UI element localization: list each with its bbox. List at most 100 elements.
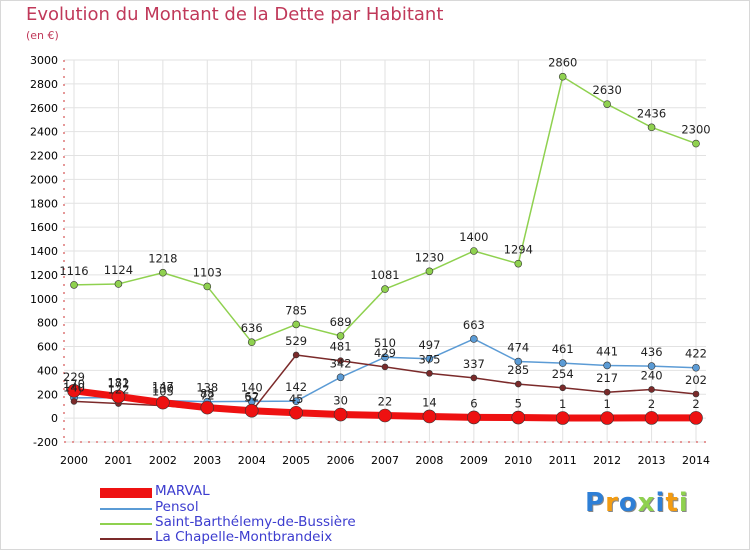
data-label: 1294: [504, 243, 533, 257]
data-label: 1: [603, 397, 610, 411]
data-point: [336, 332, 345, 340]
data-label: 375: [418, 352, 440, 366]
data-point: [514, 259, 523, 268]
data-label: 5: [515, 397, 522, 411]
x-tick-label: 2013: [638, 454, 666, 467]
y-tick-label: 0: [51, 412, 58, 425]
data-labels: 1116 112412181103636785689108112301400129…: [59, 56, 710, 411]
logo-letter: x: [637, 488, 656, 518]
data-label: 240: [641, 368, 663, 382]
data-point: [559, 384, 567, 392]
data-point: [558, 72, 567, 81]
data-label: 342: [330, 356, 352, 370]
x-tick-label: 2000: [60, 454, 88, 467]
proxiti-logo: Proxiti: [585, 488, 689, 518]
data-point: [647, 362, 656, 370]
data-label: 122: [107, 383, 129, 397]
data-label: 529: [285, 334, 307, 348]
data-point: [603, 388, 611, 396]
x-tick-label: 2009: [460, 454, 488, 467]
data-label: 441: [596, 344, 618, 358]
data-label: 140: [63, 380, 85, 394]
data-label: 689: [330, 315, 352, 329]
data-point: [425, 267, 434, 276]
data-point: [381, 363, 389, 371]
y-tick-label: 3000: [30, 54, 58, 67]
y-tick-label: 2000: [30, 173, 58, 186]
data-point: [692, 139, 700, 148]
data-point: [470, 247, 478, 255]
data-label: 6: [470, 396, 477, 410]
data-label: 497: [418, 338, 440, 352]
y-tick-label: 1200: [30, 269, 58, 282]
legend-swatch-pensol: [100, 508, 152, 510]
data-label: 1124: [104, 263, 133, 277]
x-tick-label: 2008: [415, 454, 443, 467]
data-point: [514, 380, 522, 388]
data-label: 62: [244, 390, 259, 404]
data-label: 130: [152, 382, 174, 396]
data-label: 2: [692, 397, 699, 411]
data-point: [692, 363, 700, 372]
x-tick-label: 2012: [593, 454, 621, 467]
data-label: 1: [559, 397, 566, 411]
y-tick-label: 1000: [30, 293, 58, 306]
x-tick-label: 2002: [149, 454, 177, 467]
data-label: 229: [63, 370, 85, 384]
chart-title: Evolution du Montant de la Dette par Hab…: [26, 4, 444, 25]
x-tick-label: 2011: [549, 454, 577, 467]
logo-letter: i: [678, 488, 689, 518]
data-point: [558, 359, 567, 367]
data-point: [333, 407, 348, 422]
data-label: 105: [152, 385, 174, 399]
data-label: 663: [463, 318, 485, 332]
data-point: [156, 395, 170, 410]
series-points: [67, 72, 703, 425]
legend-swatch-saint-barthelemy: [100, 523, 152, 525]
legend-swatch-marval: [100, 488, 152, 498]
data-label: 30: [333, 394, 348, 408]
y-tick-label: 1400: [30, 245, 58, 258]
data-point: [292, 320, 300, 329]
data-point: [289, 405, 303, 420]
data-label: 202: [685, 373, 707, 387]
data-label: 422: [685, 347, 707, 361]
y-tick-label: 800: [37, 317, 58, 330]
data-label: 2300: [681, 123, 710, 137]
data-label: 142: [285, 380, 307, 394]
axes: [63, 60, 706, 443]
data-label: 1230: [415, 250, 444, 264]
data-point: [111, 389, 126, 404]
data-point: [381, 353, 389, 362]
y-tick-label: 2200: [30, 150, 58, 163]
chart-subtitle: (en €): [26, 29, 59, 42]
data-label: 140: [241, 380, 263, 394]
logo-letter: i: [655, 488, 666, 518]
data-point: [555, 411, 570, 425]
y-tick-label: 2600: [30, 102, 58, 115]
x-tick-label: 2004: [238, 454, 266, 467]
x-tick-label: 2001: [104, 454, 132, 467]
data-label: 2: [648, 397, 655, 411]
y-tick-label: 200: [37, 388, 58, 401]
data-point: [336, 373, 345, 382]
data-label: 45: [289, 392, 304, 406]
data-point: [603, 361, 611, 370]
data-point: [426, 370, 433, 377]
y-tick-labels: -200 0 200 400 600 800 1000 1200 1400 1600 1800 200…: [30, 54, 58, 449]
data-point: [647, 123, 656, 132]
data-label: 461: [552, 342, 574, 356]
data-point: [467, 410, 481, 425]
data-label: 22: [378, 394, 393, 408]
data-point: [337, 357, 344, 365]
data-label: 254: [552, 367, 574, 381]
data-label: 2436: [637, 106, 666, 120]
data-point: [470, 374, 478, 382]
data-point: [381, 285, 389, 293]
data-label: 217: [596, 371, 618, 385]
data-label: 1400: [459, 230, 488, 244]
data-point: [514, 357, 523, 366]
logo-letter: o: [618, 488, 638, 518]
data-label: 1081: [370, 268, 399, 282]
